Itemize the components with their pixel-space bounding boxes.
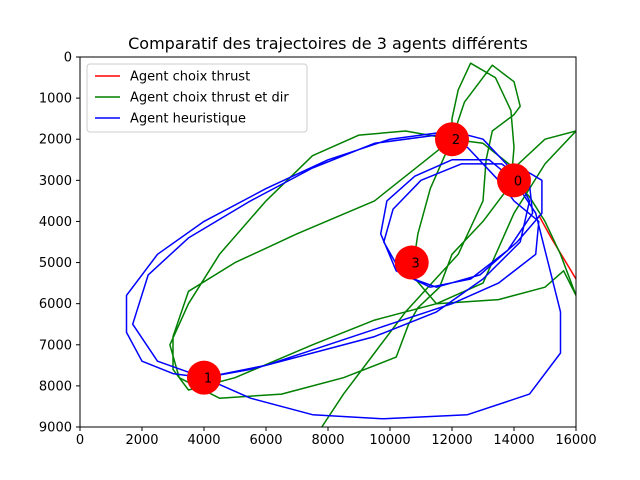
- waypoint-marker-3: [394, 245, 429, 280]
- waypoint-label-0: 0: [514, 174, 522, 189]
- x-tick-label-3: 6000: [249, 433, 282, 448]
- x-tick-label-2: 4000: [187, 433, 220, 448]
- x-tick-label-7: 14000: [493, 433, 534, 448]
- y-tick-label-9: 9000: [39, 421, 72, 436]
- waypoint-layer: 0 1 2 3: [187, 122, 531, 395]
- y-tick-label-7: 7000: [39, 338, 72, 353]
- legend-label-1: Agent choix thrust et dir: [130, 91, 289, 106]
- y-tick-label-0: 0: [64, 51, 72, 66]
- legend-label-2: Agent heuristique: [130, 112, 246, 127]
- waypoint-label-2: 2: [452, 133, 460, 148]
- x-axis: 0 2000 4000 6000 8000 10000 12000 14000 16000: [76, 427, 597, 448]
- x-tick-label-4: 8000: [311, 433, 344, 448]
- waypoint-label-1: 1: [204, 372, 212, 387]
- waypoint-marker-1: [187, 360, 221, 395]
- x-tick-label-5: 10000: [369, 433, 410, 448]
- y-tick-label-5: 5000: [39, 256, 72, 271]
- y-tick-label-8: 8000: [39, 379, 72, 394]
- y-tick-label-3: 3000: [39, 174, 72, 189]
- x-tick-label-8: 16000: [555, 433, 596, 448]
- chart-title: Comparatif des trajectoires de 3 agents …: [128, 34, 528, 53]
- y-tick-label-4: 4000: [39, 215, 72, 230]
- y-tick-label-1: 1000: [39, 92, 72, 107]
- y-tick-label-2: 2000: [39, 133, 72, 148]
- waypoint-marker-2: [435, 122, 469, 157]
- y-axis: 0 1000 2000 3000 4000 5000 6000 7000 8000 9000: [39, 51, 80, 436]
- legend-label-0: Agent choix thrust: [130, 70, 250, 85]
- y-tick-label-6: 6000: [39, 297, 72, 312]
- legend-box: [86, 63, 308, 133]
- x-tick-label-6: 12000: [431, 433, 472, 448]
- legend: Agent choix thrust Agent choix thrust et …: [86, 63, 308, 133]
- x-tick-label-0: 0: [76, 433, 84, 448]
- waypoint-label-3: 3: [412, 257, 420, 272]
- waypoint-marker-0: [497, 163, 531, 198]
- x-tick-label-1: 2000: [125, 433, 158, 448]
